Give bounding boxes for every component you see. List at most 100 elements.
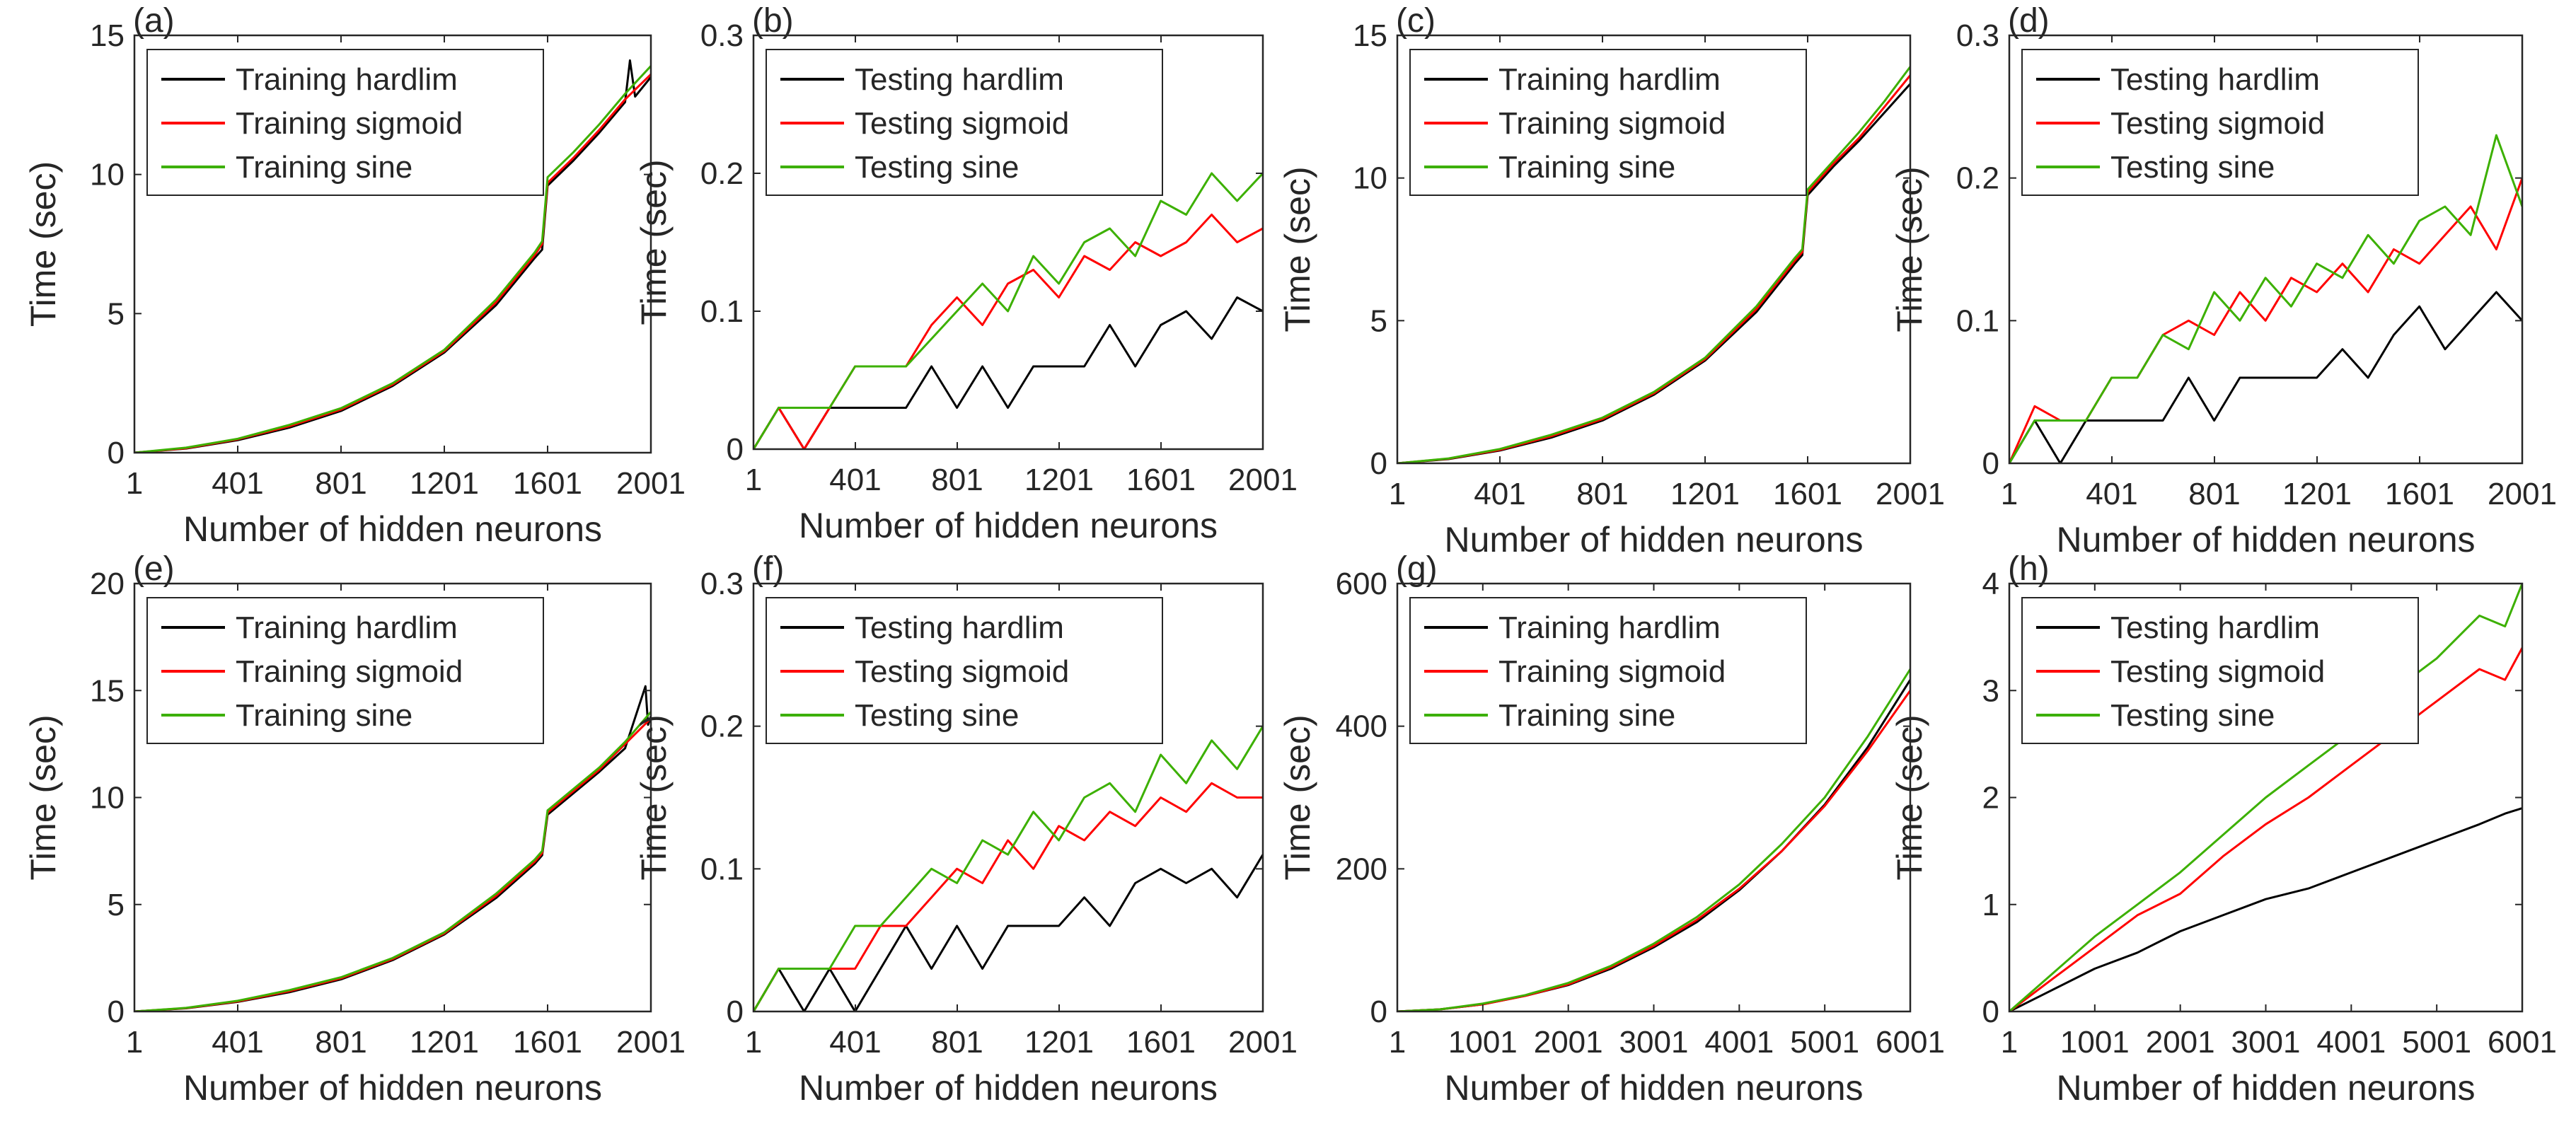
legend-entry: Training sigmoid	[1498, 654, 1726, 689]
y-tick-label: 400	[1336, 709, 1387, 744]
series-line-testing-hardlim	[2009, 807, 2522, 1011]
x-tick-label: 5001	[2402, 1025, 2471, 1060]
y-axis-label: Time (sec)	[634, 714, 674, 880]
series-line-testing-sine	[753, 725, 1263, 1011]
axes-box	[752, 582, 1264, 1013]
legend-entry: Testing hardlim	[2110, 610, 2320, 645]
x-tick-label: 1	[2001, 477, 2018, 511]
y-tick-label: 5	[1370, 303, 1387, 338]
chart-panel-0: 1 401 801 1201 1601 2001 0 5 10 15 Number of hidde…	[23, 2, 686, 549]
y-tick-label: 20	[90, 567, 125, 601]
legend-entry: Training sine	[1498, 150, 1675, 185]
chart-panel-1: 1 401 801 1201 1601 2001 0 0.1 0.2 0.3 Number of h…	[634, 2, 1298, 545]
series-line-training-sine	[1397, 66, 1910, 463]
y-tick-label: 0	[1982, 995, 1999, 1029]
x-axis-label: Number of hidden neurons	[2056, 1068, 2475, 1108]
x-tick-label: 1	[126, 466, 143, 501]
x-tick-label: 2001	[2146, 1025, 2215, 1060]
y-tick-label: 0	[108, 436, 125, 470]
y-axis-label: Time (sec)	[23, 161, 63, 327]
panel-label: (g)	[1396, 550, 1438, 588]
series-line-testing-sine	[2009, 134, 2522, 463]
x-tick-label: 1201	[1024, 463, 1094, 497]
x-tick-label: 1201	[1670, 477, 1740, 511]
x-axis-label: Number of hidden neurons	[799, 506, 1218, 545]
x-tick-label: 1201	[2282, 477, 2352, 511]
x-tick-label: 6001	[2488, 1025, 2557, 1060]
x-tick-label: 801	[2188, 477, 2240, 511]
x-tick-label: 1	[745, 463, 762, 497]
x-tick-label: 401	[829, 463, 881, 497]
legend-entry: Training sigmoid	[236, 106, 463, 141]
y-tick-label: 0	[727, 432, 744, 467]
x-tick-label: 401	[212, 466, 263, 501]
y-tick-label: 0.3	[700, 567, 744, 601]
x-tick-label: 3001	[2231, 1025, 2301, 1060]
chart-panel-3: 1 401 801 1201 1601 2001 0 0.1 0.2 0.3 Number of h…	[1890, 2, 2557, 559]
y-tick-label: 4	[1982, 567, 1999, 601]
y-tick-label: 5	[108, 296, 125, 331]
x-tick-label: 401	[212, 1025, 263, 1060]
legend-entry: Testing hardlim	[855, 610, 1064, 645]
y-tick-label: 0.3	[700, 18, 744, 53]
series-line-testing-hardlim	[753, 854, 1263, 1011]
x-axis-label: Number of hidden neurons	[799, 1068, 1218, 1108]
legend-entry: Testing sigmoid	[2110, 654, 2325, 689]
legend-entry: Testing sine	[2110, 150, 2275, 185]
x-tick-label: 801	[931, 463, 983, 497]
y-tick-label: 0.1	[700, 852, 744, 886]
x-tick-label: 1	[1389, 477, 1406, 511]
x-tick-label: 6001	[1876, 1025, 1945, 1060]
legend-entry: Testing sigmoid	[2110, 106, 2325, 141]
legend-entry: Testing sine	[855, 698, 1019, 733]
x-tick-label: 1601	[513, 466, 582, 501]
panel-label: (a)	[133, 2, 175, 40]
y-tick-label: 0	[727, 995, 744, 1029]
panel-label: (h)	[2008, 550, 2050, 588]
x-tick-label: 401	[829, 1025, 881, 1060]
chart-panel-4: 1 401 801 1201 1601 2001 0 5 10 15 20 Number of hid…	[23, 550, 686, 1108]
x-tick-label: 2001	[1228, 463, 1298, 497]
y-tick-label: 15	[90, 673, 125, 708]
legend-entry: Training sigmoid	[236, 654, 463, 689]
panel-label: (b)	[752, 2, 794, 40]
axes-box	[1396, 34, 1912, 465]
legend-entry: Testing sigmoid	[855, 654, 1069, 689]
y-tick-label: 0.2	[700, 709, 744, 744]
y-axis-label: Time (sec)	[1278, 166, 1317, 332]
legend-entry: Training sine	[236, 150, 412, 185]
y-axis-label: Time (sec)	[1890, 714, 1929, 880]
x-axis-label: Number of hidden neurons	[1444, 520, 1863, 559]
x-tick-label: 3001	[1619, 1025, 1689, 1060]
x-tick-label: 1	[745, 1025, 762, 1060]
legend-entry: Testing hardlim	[855, 62, 1064, 97]
x-tick-label: 1601	[1126, 463, 1196, 497]
series-line-testing-sine	[2009, 584, 2522, 1011]
y-tick-label: 200	[1336, 852, 1387, 886]
x-tick-label: 2001	[1876, 477, 1945, 511]
x-tick-label: 2001	[1228, 1025, 1298, 1060]
series-line-training-sine	[134, 65, 651, 453]
legend-entry: Training hardlim	[236, 610, 458, 645]
y-axis-label: Time (sec)	[1278, 714, 1317, 880]
y-tick-label: 0.3	[1956, 18, 1999, 53]
x-tick-label: 4001	[1704, 1025, 1774, 1060]
x-tick-label: 1201	[410, 1025, 479, 1060]
chart-panel-5: 1 401 801 1201 1601 2001 0 0.1 0.2 0.3 Number of h…	[634, 550, 1298, 1108]
y-tick-label: 15	[1353, 18, 1387, 53]
x-tick-label: 2001	[2488, 477, 2557, 511]
y-axis-label: Time (sec)	[1890, 166, 1929, 332]
legend-entry: Training sigmoid	[1498, 106, 1726, 141]
series-line-training-sine	[134, 711, 651, 1011]
x-tick-label: 1	[126, 1025, 143, 1060]
series-line-testing-sigmoid	[2009, 647, 2522, 1011]
x-tick-label: 5001	[1790, 1025, 1859, 1060]
legend-entry: Testing sine	[2110, 698, 2275, 733]
series-line-testing-hardlim	[753, 296, 1263, 449]
x-axis-label: Number of hidden neurons	[183, 509, 602, 549]
y-tick-label: 0	[1982, 446, 1999, 481]
y-tick-label: 15	[90, 18, 125, 53]
axes-box	[752, 34, 1264, 451]
